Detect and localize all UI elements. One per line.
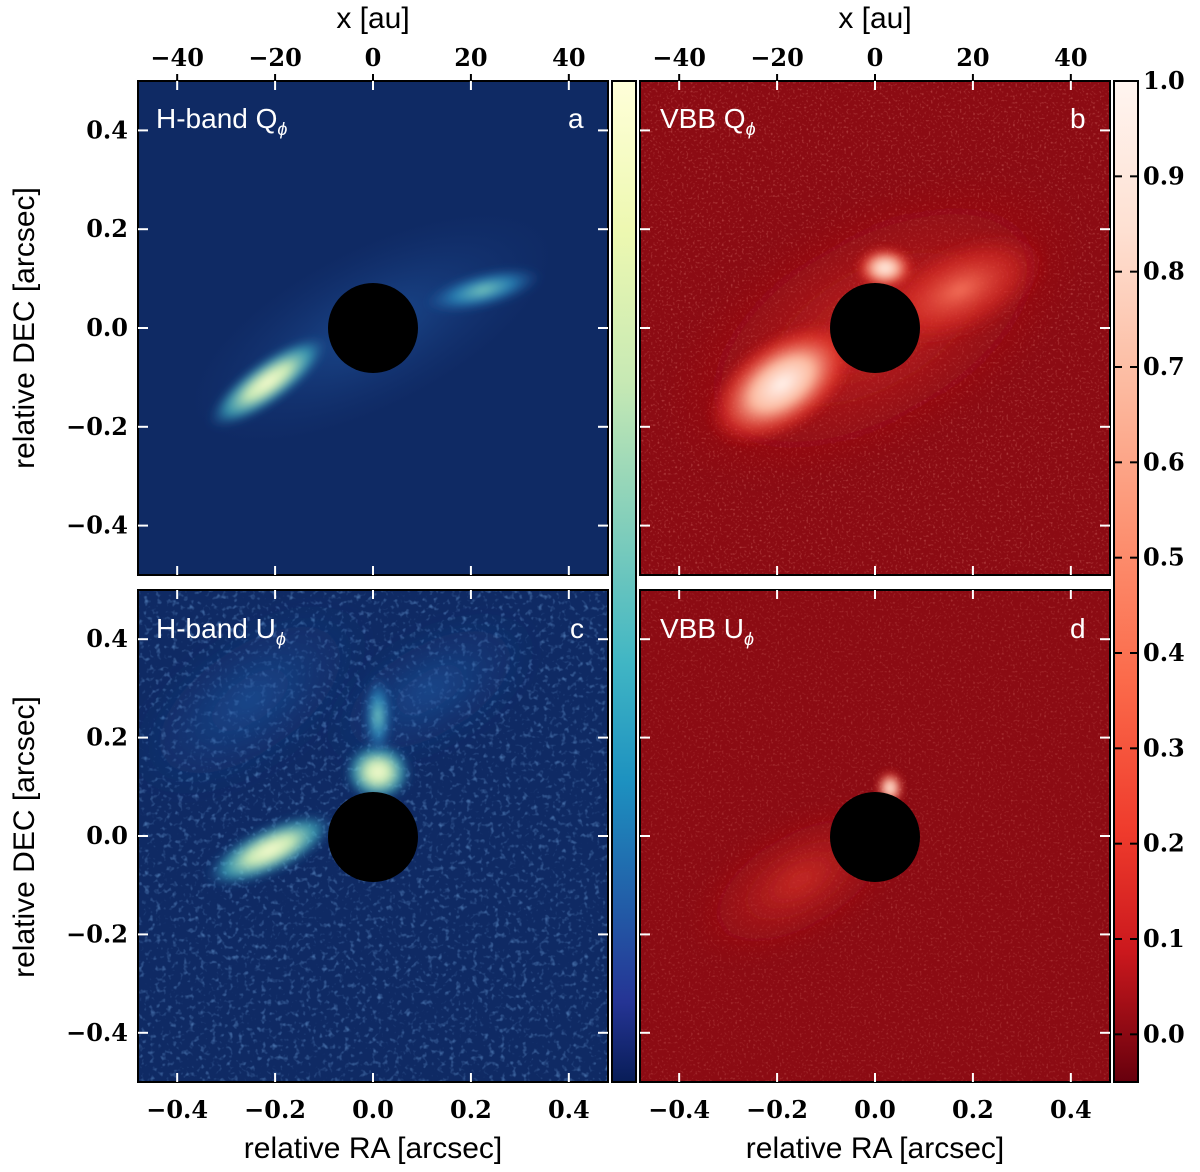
ra-tick-label: −0.2 <box>746 1095 808 1124</box>
panel-c-nw-wing <box>138 601 372 799</box>
colorbar-tick-label: 0.4 <box>1143 638 1185 667</box>
panel-c-sw-arc <box>205 813 335 887</box>
panel-titles: H-band Qϕ a VBB Qϕ b H-band Uϕ c VBB Uϕ … <box>156 103 1086 649</box>
ra-tick-label: 0.0 <box>854 1095 896 1124</box>
colorbar-tick-label: 1.0 <box>1143 66 1185 95</box>
au-tick-label: 0 <box>365 43 382 72</box>
panel-d-title: VBB Uϕ <box>660 613 754 649</box>
axis-labels: x [au] x [au] relative RA [arcsec] relat… <box>8 2 1004 1165</box>
au-tick-label: 20 <box>454 43 487 72</box>
au-tick-label: 40 <box>1054 43 1087 72</box>
panel-c-coronagraph-mask <box>328 792 418 882</box>
blue-colorbar <box>611 80 637 1083</box>
panel-a-ne-arc <box>424 267 542 313</box>
au-tick-label: −20 <box>750 43 804 72</box>
dec-tick-label: −0.2 <box>66 919 128 948</box>
panel-a-letter: a <box>568 103 584 134</box>
panel-c-title-sub: ϕ <box>276 629 286 649</box>
dec-tick-label: 0.0 <box>86 313 128 342</box>
panel-d <box>640 590 1110 1082</box>
panel-b-coronagraph-mask <box>830 283 920 373</box>
ra-tick-label: 0.4 <box>548 1095 590 1124</box>
ra-tick-label: −0.4 <box>648 1095 710 1124</box>
axis-ticks: −0.4 −0.2 0.0 0.2 0.4 −40 −20 0 20 40 0.4 0.2 0.0 −0.… <box>66 43 1185 1124</box>
panel-a-title-main: H-band Q <box>156 103 277 134</box>
panel-c <box>138 590 608 1082</box>
panel-c-title-main: H-band U <box>156 613 276 644</box>
au-tick-label: 40 <box>552 43 585 72</box>
au-tick-label: −20 <box>248 43 302 72</box>
dec-tick-label: 0.2 <box>86 214 128 243</box>
panel-a <box>138 81 608 575</box>
au-tick-label: 0 <box>867 43 884 72</box>
colorbar-tick-label: 0.0 <box>1143 1019 1185 1048</box>
dec-tick-label: 0.2 <box>86 723 128 752</box>
panel-c-letter: c <box>570 613 584 644</box>
ylabel-bottom: relative DEC [arcsec] <box>8 696 41 978</box>
panel-a-title-sub: ϕ <box>277 119 287 139</box>
panel-b-title: VBB Qϕ <box>660 103 756 139</box>
red-colorbar <box>1113 80 1139 1083</box>
colorbar-tick-label: 0.3 <box>1143 733 1185 762</box>
colorbar-tick-label: 0.6 <box>1143 447 1185 476</box>
panel-a-coronagraph-mask <box>328 283 418 373</box>
top-xlabel-left: x [au] <box>336 2 409 35</box>
panel-b-letter: b <box>1070 103 1086 134</box>
ra-tick-label: 0.4 <box>1050 1095 1092 1124</box>
dec-tick-label: −0.2 <box>66 412 128 441</box>
au-tick-label: 20 <box>956 43 989 72</box>
panel-b-title-sub: ϕ <box>746 119 756 139</box>
dec-tick-label: 0.4 <box>86 115 128 144</box>
panel-b <box>640 81 1110 575</box>
ra-tick-label: −0.2 <box>244 1095 306 1124</box>
panel-c-north-streak <box>364 676 392 756</box>
ylabel-top: relative DEC [arcsec] <box>8 187 41 469</box>
dec-tick-label: −0.4 <box>66 1018 128 1047</box>
bottom-xlabel-left: relative RA [arcsec] <box>244 1132 502 1165</box>
au-tick-label: −40 <box>652 43 706 72</box>
panel-a-sw-arc <box>208 336 328 428</box>
colorbar-tick-label: 0.2 <box>1143 829 1185 858</box>
colorbar-tick-label: 0.9 <box>1143 161 1185 190</box>
panel-d-coronagraph-mask <box>830 792 920 882</box>
colorbar-tick-label: 0.5 <box>1143 543 1185 572</box>
ra-tick-label: 0.0 <box>352 1095 394 1124</box>
dec-tick-label: 0.0 <box>86 821 128 850</box>
top-xlabel-right: x [au] <box>838 2 911 35</box>
colorbars <box>611 80 1139 1083</box>
ra-tick-label: 0.2 <box>450 1095 492 1124</box>
panel-c-north-spot <box>344 742 412 802</box>
panel-b-sw-lobe <box>707 321 857 447</box>
dec-tick-label: −0.4 <box>66 511 128 540</box>
panel-b-title-main: VBB Q <box>660 103 746 134</box>
panel-d-title-main: VBB U <box>660 613 744 644</box>
panel-b-north-spot <box>855 246 915 290</box>
colorbar-tick-label: 0.1 <box>1143 924 1185 953</box>
ra-tick-label: 0.2 <box>952 1095 994 1124</box>
dec-tick-label: 0.4 <box>86 624 128 653</box>
ra-tick-label: −0.4 <box>146 1095 208 1124</box>
colorbar-tick-label: 0.7 <box>1143 352 1185 381</box>
panel-a-title: H-band Qϕ <box>156 103 287 139</box>
panel-d-letter: d <box>1070 613 1086 644</box>
bottom-xlabel-right: relative RA [arcsec] <box>746 1132 1004 1165</box>
panel-d-title-sub: ϕ <box>744 629 754 649</box>
panel-c-title: H-band Uϕ <box>156 613 286 649</box>
au-tick-label: −40 <box>150 43 204 72</box>
colorbar-tick-label: 0.8 <box>1143 257 1185 286</box>
